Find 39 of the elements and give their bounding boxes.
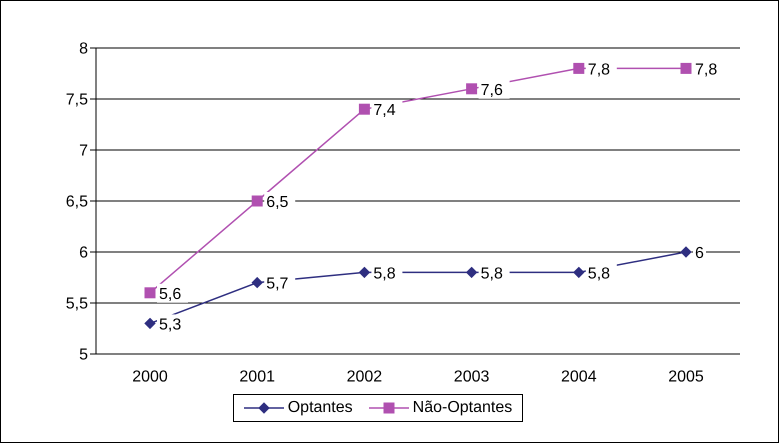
- data-label: 5,8: [588, 265, 610, 282]
- point: [252, 196, 263, 206]
- data-label: 7,8: [695, 61, 718, 78]
- data-label: 7,6: [480, 82, 503, 99]
- y-tick-label: 5,5: [66, 296, 88, 313]
- data-label: 5,3: [159, 316, 182, 334]
- y-tick-label: 7: [79, 142, 88, 160]
- x-tick-label: 2002: [346, 368, 382, 386]
- y-tick-label: 7,5: [66, 92, 88, 109]
- data-label: 5,6: [159, 286, 182, 303]
- point: [466, 83, 478, 94]
- point: [680, 246, 692, 258]
- point: [358, 104, 370, 115]
- point: [144, 318, 156, 329]
- x-tick-label: 2004: [561, 368, 597, 386]
- legend-label: Optantes: [286, 399, 353, 417]
- x-tick-label: 2000: [132, 368, 168, 386]
- point: [466, 266, 478, 278]
- legend-label: Não-Optantes: [412, 399, 512, 417]
- x-tick-label: 2003: [454, 368, 490, 386]
- point: [573, 266, 584, 278]
- point: [252, 277, 263, 288]
- data-label: 5,7: [266, 276, 289, 293]
- y-tick-label: 6,5: [66, 194, 88, 211]
- y-tick-label: 5: [79, 346, 88, 364]
- y-tick-label: 8: [79, 40, 88, 58]
- y-tick-label: 6: [79, 244, 88, 262]
- x-tick-label: 2005: [668, 368, 704, 386]
- point: [358, 266, 370, 278]
- data-label: 7,4: [373, 102, 396, 120]
- point: [573, 62, 584, 74]
- point: [680, 62, 692, 74]
- data-label: 6: [695, 245, 704, 262]
- data-label: 5,8: [373, 265, 396, 282]
- x-tick-label: 2001: [239, 368, 276, 386]
- point: [144, 287, 156, 298]
- data-label: 6,5: [266, 194, 289, 211]
- data-label: 7,8: [588, 61, 610, 78]
- data-label: 5,8: [480, 265, 503, 282]
